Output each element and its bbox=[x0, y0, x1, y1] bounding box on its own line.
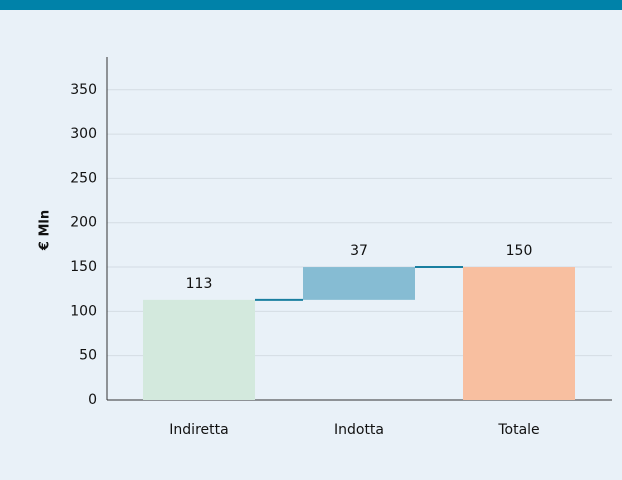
y-tick-label: 150 bbox=[70, 259, 97, 275]
x-tick-label: Indotta bbox=[334, 422, 384, 438]
bar bbox=[143, 299, 255, 400]
value-label: 37 bbox=[350, 243, 368, 259]
y-tick-label: 0 bbox=[88, 392, 97, 408]
y-axis-label: € Mln bbox=[38, 210, 53, 251]
bar bbox=[463, 267, 575, 400]
y-tick-label: 100 bbox=[70, 303, 97, 319]
y-tick-label: 250 bbox=[70, 170, 97, 186]
x-tick-label: Totale bbox=[497, 422, 539, 438]
y-tick-label: 350 bbox=[70, 82, 97, 98]
x-tick-label: Indiretta bbox=[169, 422, 228, 438]
bar bbox=[303, 267, 415, 300]
y-tick-label: 200 bbox=[70, 215, 97, 231]
value-label: 113 bbox=[186, 276, 213, 292]
y-tick-label: 50 bbox=[79, 348, 97, 364]
y-tick-label: 300 bbox=[70, 126, 97, 142]
value-label: 150 bbox=[506, 243, 533, 259]
header-band bbox=[0, 0, 622, 10]
